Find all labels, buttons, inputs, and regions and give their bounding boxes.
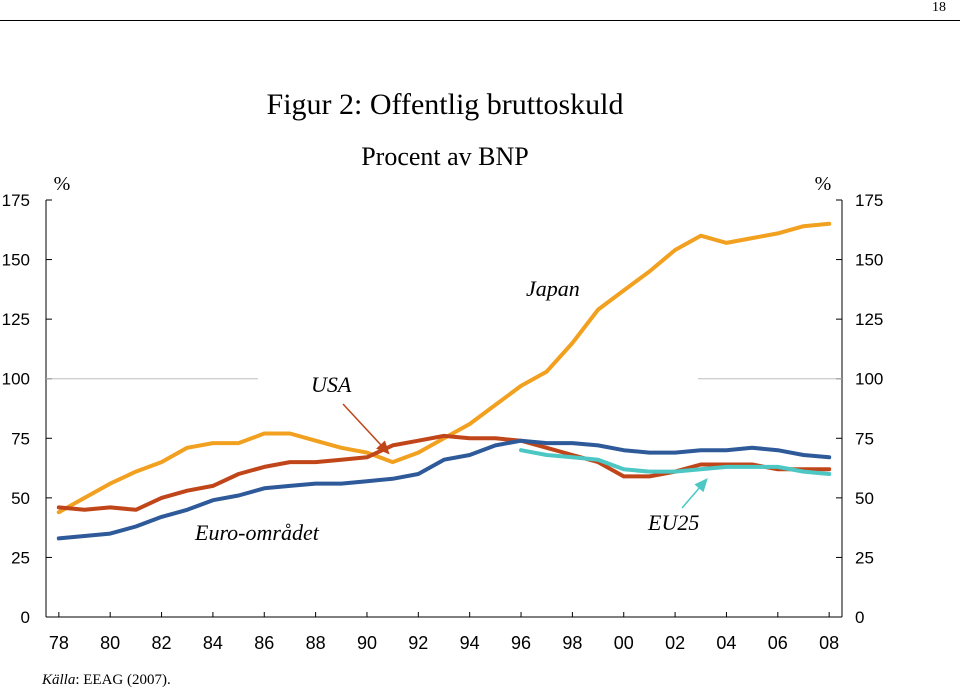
x-tick-label: 92 <box>408 633 428 653</box>
y-tick-label-left: 50 <box>11 489 30 508</box>
y-tick-label-right: 150 <box>855 251 883 270</box>
y-tick-label-left: 100 <box>2 370 30 389</box>
usa-arrow <box>342 403 390 455</box>
x-tick-label: 94 <box>460 633 480 653</box>
y-tick-label-right: 100 <box>855 370 883 389</box>
y-tick-label-left: 125 <box>2 310 30 329</box>
series-line-japan <box>56 221 832 515</box>
source-label: Källa <box>42 672 76 688</box>
series-line-usa <box>56 433 832 512</box>
source-note: Källa: EEAG (2007). <box>42 672 171 689</box>
x-tick-label: 00 <box>614 633 634 653</box>
annotations: Japan USA Euro-området EU25 <box>194 276 708 545</box>
y-tick-label-left: 0 <box>21 608 30 627</box>
y-tick-label-right: 75 <box>855 429 874 448</box>
y-tick-label-left: 25 <box>11 548 30 567</box>
series-line-eu25 <box>519 448 832 476</box>
x-tick-label: 08 <box>819 633 839 653</box>
x-tick-label: 78 <box>49 633 69 653</box>
page-header: 18 <box>0 0 960 21</box>
y-tick-label-right: 175 <box>855 191 883 210</box>
series-line-euro-omr-det <box>56 438 832 541</box>
page-number: 18 <box>932 0 946 15</box>
y-tick-label-right: 50 <box>855 489 874 508</box>
x-tick-label: 06 <box>768 633 788 653</box>
y-tick-label-left: 75 <box>11 429 30 448</box>
y-unit-label-right: % <box>815 173 832 195</box>
annotation-label: EU25 <box>647 510 699 535</box>
y-tick-label-left: 175 <box>2 191 30 210</box>
x-tick-label: 84 <box>203 633 223 653</box>
y-tick-label-right: 125 <box>855 310 883 329</box>
x-tick-label: 82 <box>152 633 172 653</box>
x-tick-label: 80 <box>100 633 120 653</box>
series-lines <box>56 221 832 541</box>
x-tick-label: 90 <box>357 633 377 653</box>
chart-title: Figur 2: Offentlig bruttoskuld <box>266 88 624 121</box>
y-tick-label-right: 25 <box>855 548 874 567</box>
annotation-label: Japan <box>526 276 580 301</box>
source-text: : EEAG (2007). <box>75 672 171 688</box>
eu25-arrow <box>681 478 708 509</box>
x-tick-label: 98 <box>562 633 582 653</box>
y-unit-label-left: % <box>54 173 71 195</box>
x-tick-label: 86 <box>254 633 274 653</box>
x-tick-label: 96 <box>511 633 531 653</box>
chart-subtitle: Procent av BNP <box>361 142 529 171</box>
x-tick-label: 04 <box>716 633 736 653</box>
annotation-label: USA <box>311 372 352 397</box>
annotation-label: Euro-området <box>194 520 320 545</box>
x-tick-label: 02 <box>665 633 685 653</box>
x-tick-label: 88 <box>306 633 326 653</box>
y-tick-label-left: 150 <box>2 251 30 270</box>
y-tick-label-right: 0 <box>855 608 864 627</box>
